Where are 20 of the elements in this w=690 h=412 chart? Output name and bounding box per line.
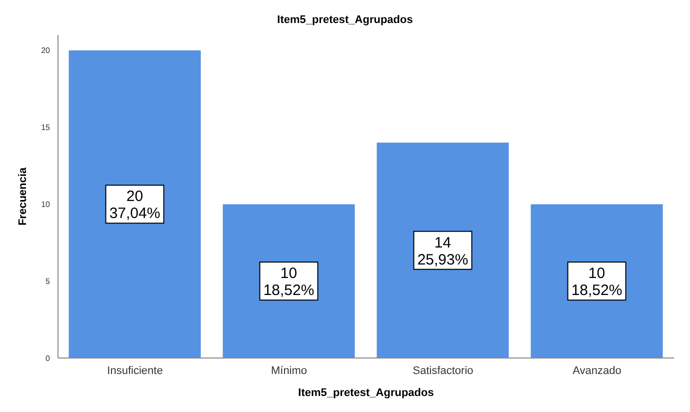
data-label: 20 37,04% [109,188,160,222]
x-tick-label: Satisfactorio [412,364,474,377]
y-tick-label: 5 [46,276,51,286]
bar [222,204,355,358]
bar [530,204,663,358]
x-axis-title: Item5_pretest_Agrupados [298,387,434,399]
chart-title: Item5_pretest_Agrupados [276,14,414,26]
y-tick-label: 10 [41,200,51,210]
x-tick-label: Insuficiente [107,364,163,377]
y-tick-label: 0 [46,354,51,363]
bar [68,50,201,358]
x-tick-label: Mínimo [270,364,308,377]
data-label: 10 18,52% [263,265,314,300]
x-tick-label: Avanzado [572,364,622,377]
y-axis-title: Frecuencia [16,166,29,226]
y-tick-label: 15 [41,123,51,132]
y-tick-label: 20 [41,46,51,56]
bar [376,142,509,358]
data-label: 14 25,93% [417,234,468,268]
data-label: 10 18,52% [571,265,622,300]
